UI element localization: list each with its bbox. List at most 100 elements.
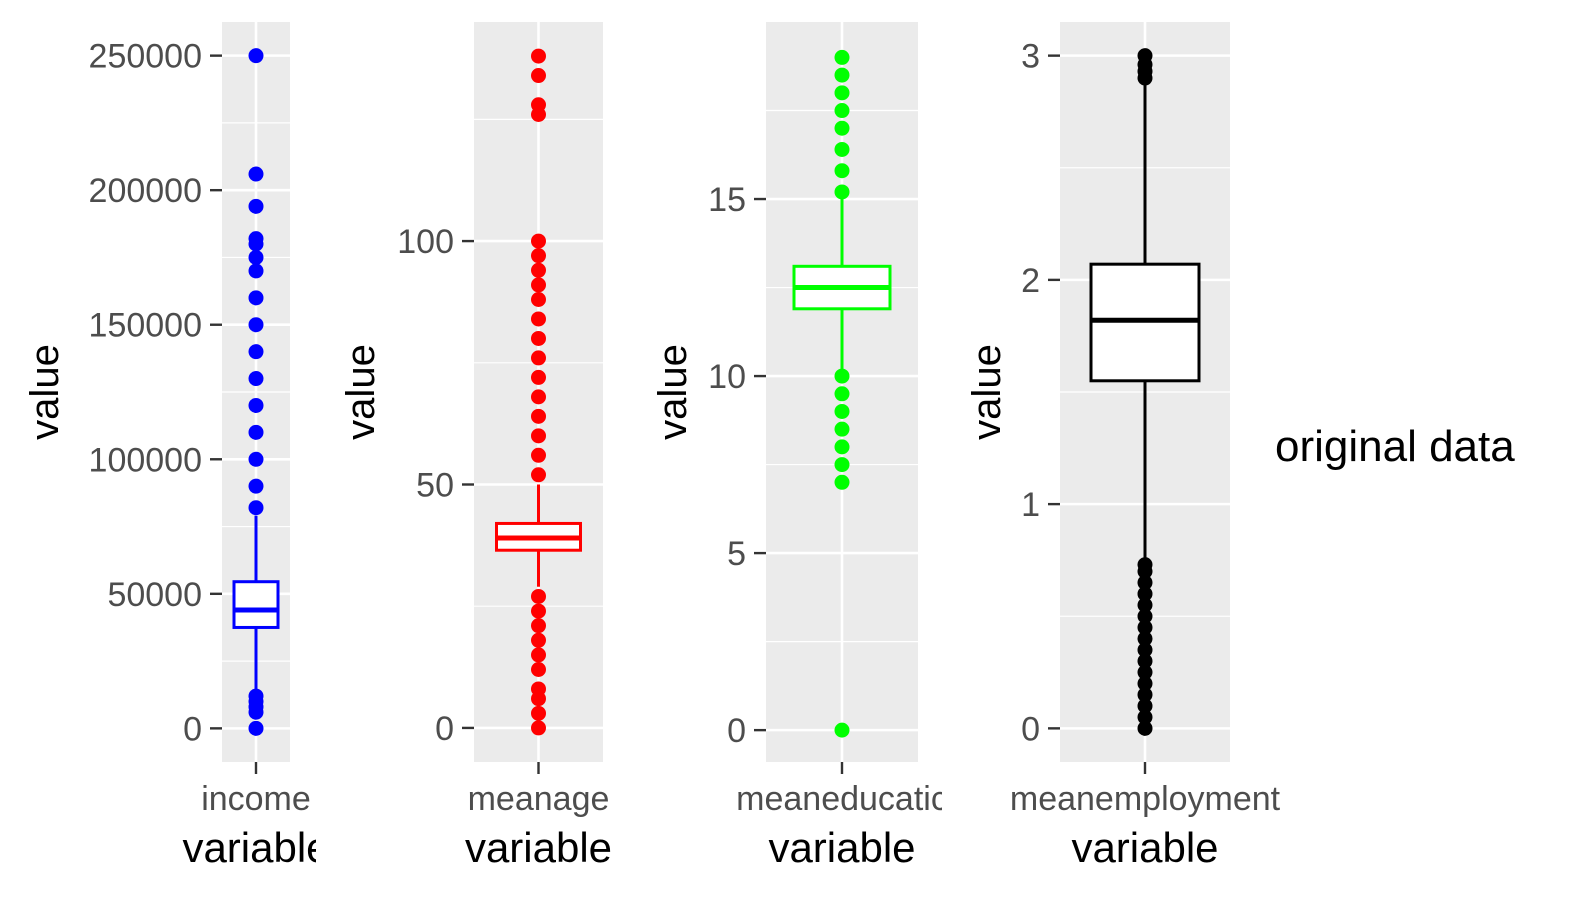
y-axis-title: value: [23, 344, 67, 440]
outlier-point: [248, 344, 264, 360]
x-tick-label: income: [201, 780, 311, 818]
outlier-point: [531, 97, 546, 113]
y-tick-label: 0: [727, 712, 746, 750]
outlier-point: [531, 248, 546, 264]
outlier-point: [248, 48, 264, 64]
outlier-point: [1137, 608, 1153, 624]
y-tick-label: 3: [1021, 38, 1040, 76]
x-tick-label: meaneducatic: [736, 780, 948, 818]
outlier-point: [248, 290, 264, 306]
x-axis-labels: meanemployment variable: [1010, 780, 1281, 871]
outlier-point: [248, 166, 264, 182]
outlier-point: [834, 120, 850, 136]
outlier-point: [1137, 597, 1153, 613]
outlier-point: [531, 233, 546, 249]
outlier-point: [248, 478, 264, 494]
outlier-point: [248, 371, 264, 387]
y-axis-title: value: [651, 344, 695, 440]
outlier-point: [531, 277, 546, 293]
outlier-point: [834, 421, 850, 437]
outlier-point: [248, 720, 264, 736]
outlier-point: [1137, 687, 1153, 703]
y-tick-label: 250000: [89, 38, 202, 76]
y-tick-label: 10: [708, 358, 746, 396]
outlier-point: [531, 350, 546, 366]
outlier-point: [1137, 557, 1153, 573]
y-axis-title: value: [339, 344, 383, 440]
outlier-point: [531, 705, 546, 721]
outlier-point: [248, 263, 264, 279]
panel-meanage: 0 50 100 value meanage variable: [339, 22, 612, 871]
outlier-point: [531, 68, 546, 84]
outlier-point: [834, 439, 850, 455]
x-tick-label: meanemployment: [1010, 780, 1281, 818]
y-tick-label: 2: [1021, 262, 1040, 300]
outlier-point: [1137, 619, 1153, 635]
outlier-point: [248, 249, 264, 265]
x-axis-title: variable: [182, 824, 329, 871]
outlier-point: [834, 403, 850, 419]
x-axis-labels: meanage variable: [465, 780, 612, 871]
outlier-point: [531, 369, 546, 385]
outlier-point: [248, 424, 264, 440]
outlier-point: [1137, 653, 1153, 669]
y-axis-title: value: [965, 344, 1009, 440]
panel-meanemployment: 0 1 2 3 value meanemployment variable: [965, 22, 1281, 871]
y-tick-label: 100: [397, 223, 454, 261]
outlier-point: [1137, 709, 1153, 725]
outlier-point: [531, 467, 546, 483]
outlier-point: [531, 618, 546, 634]
outlier-point: [834, 67, 850, 83]
outlier-point: [531, 428, 546, 444]
outlier-point: [1137, 48, 1153, 64]
outlier-point: [531, 662, 546, 677]
y-tick-label: 0: [1021, 710, 1040, 748]
x-axis-labels: income variable: [182, 780, 329, 871]
y-tick-label: 200000: [89, 172, 202, 210]
outlier-point: [248, 231, 264, 247]
outlier-point: [834, 184, 850, 200]
outlier-point: [834, 457, 850, 473]
outlier-point: [531, 262, 546, 278]
outlier-point: [834, 474, 850, 490]
outlier-point: [531, 389, 546, 405]
outlier-point: [248, 688, 264, 704]
outlier-point: [531, 292, 546, 307]
x-tick-label: meanage: [468, 780, 610, 818]
y-tick-label: 5: [727, 535, 746, 573]
y-tick-label: 1: [1021, 486, 1040, 524]
x-axis-title: variable: [465, 824, 612, 871]
outlier-point: [531, 647, 546, 663]
x-axis-labels: meaneducatic variable: [736, 780, 948, 871]
outlier-point: [531, 632, 546, 648]
outlier-point: [531, 447, 546, 463]
outlier-point: [531, 720, 546, 736]
outlier-point: [248, 451, 264, 467]
y-tick-label: 100000: [89, 441, 202, 479]
y-tick-label: 0: [183, 710, 202, 748]
outlier-point: [834, 141, 850, 157]
outlier-point: [248, 317, 264, 333]
outlier-point: [834, 49, 850, 65]
box-iqr: [232, 580, 280, 629]
outlier-point: [1137, 642, 1153, 658]
outlier-point: [1137, 698, 1153, 714]
outlier-point: [531, 48, 546, 64]
outlier-point: [531, 588, 546, 604]
panel-income: 0 50000 100000 150000 200000 250000 value incom…: [23, 22, 329, 871]
outlier-point: [1137, 720, 1153, 736]
outlier-point: [834, 386, 850, 402]
outlier-point: [531, 681, 546, 697]
outlier-point: [834, 368, 850, 384]
figure-caption: original data: [1275, 422, 1515, 471]
outlier-point: [248, 198, 264, 214]
outlier-point: [1137, 586, 1153, 602]
outlier-point: [1137, 676, 1153, 692]
x-axis-title: variable: [768, 824, 915, 871]
outlier-point: [248, 397, 264, 413]
y-tick-label: 0: [435, 710, 454, 748]
outlier-point: [1137, 664, 1153, 680]
x-axis-title: variable: [1071, 824, 1218, 871]
y-tick-label: 15: [708, 181, 746, 219]
